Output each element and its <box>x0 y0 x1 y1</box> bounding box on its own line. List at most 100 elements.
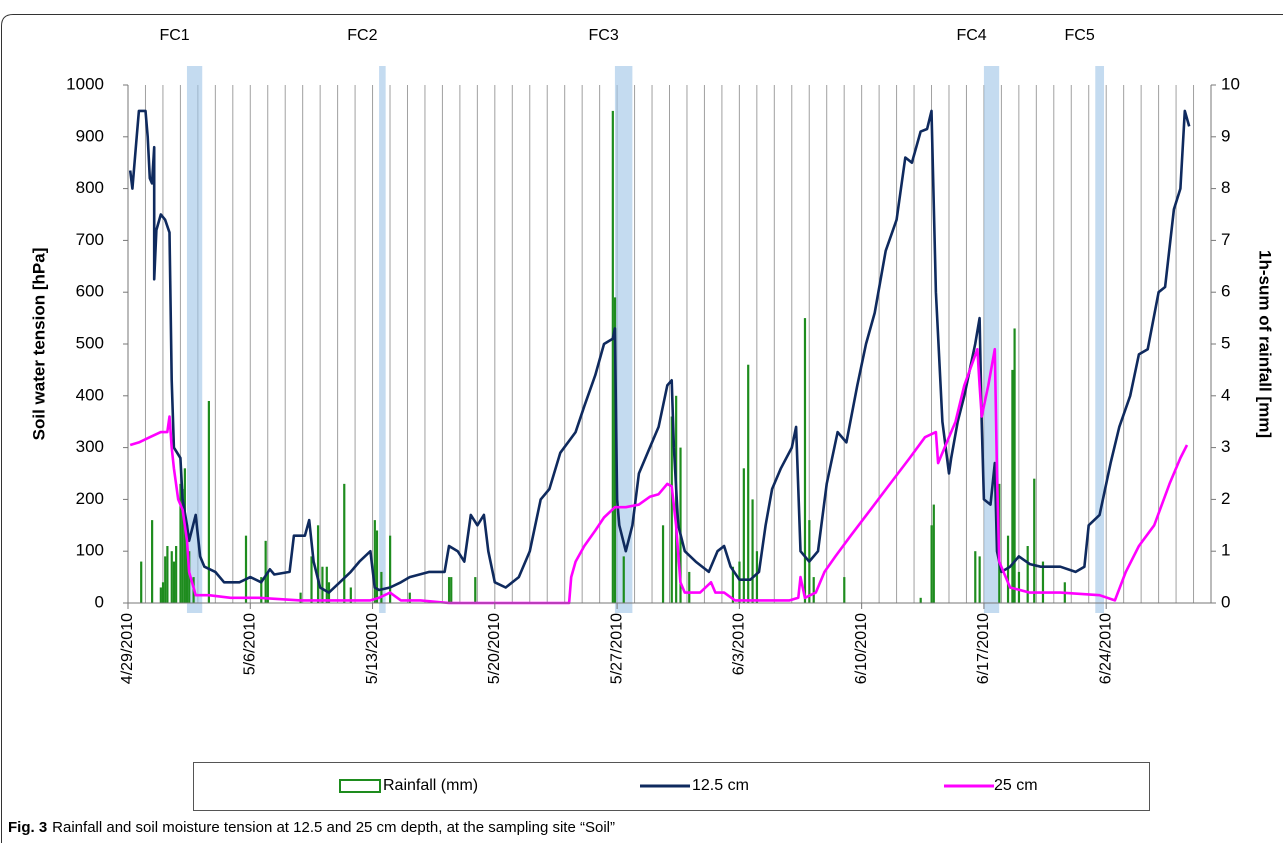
rain-bar <box>244 535 248 603</box>
y2-tick-label: 5 <box>1221 333 1230 352</box>
rain-bar <box>310 556 313 603</box>
event-label: FC3 <box>589 27 619 44</box>
y2-tick-label: 6 <box>1221 282 1230 301</box>
rain-bar <box>159 587 162 603</box>
x-tick-label: 6/17/2010 <box>975 613 992 684</box>
rain-bar <box>747 364 750 603</box>
y-tick-label: 1000 <box>66 74 104 93</box>
rain-bar <box>166 546 169 603</box>
y2-tick-label: 0 <box>1221 592 1230 611</box>
y-tick-label: 200 <box>76 489 104 508</box>
caption-label: Fig. 3 <box>8 819 47 836</box>
y2-tick-label: 2 <box>1221 489 1230 508</box>
y2-axis-title: 1h-sum of rainfall [mm] <box>1256 250 1275 438</box>
rain-bar <box>474 577 477 603</box>
rain-bar <box>812 577 815 603</box>
rain-bar <box>161 582 165 603</box>
legend-label: 12.5 cm <box>692 777 749 794</box>
y-tick-label: 300 <box>76 437 104 456</box>
rain-bar <box>349 587 352 603</box>
rain-bar <box>325 566 328 603</box>
rain-bar <box>738 561 741 603</box>
y2-tick-label: 3 <box>1221 437 1230 456</box>
legend-label: 25 cm <box>994 777 1038 794</box>
event-label: FC5 <box>1065 27 1095 44</box>
rain-bar <box>389 535 392 603</box>
rain-bar <box>930 525 933 603</box>
series-line <box>129 347 1189 605</box>
rain-bar <box>670 416 673 603</box>
y-axis-title: Soil water tension [hPa] <box>29 248 48 441</box>
event-band <box>614 66 633 613</box>
rain-bar <box>175 546 178 603</box>
rain-bar <box>170 551 173 603</box>
rain-bar <box>408 592 411 603</box>
rain-bar <box>1033 478 1036 603</box>
rain-bar <box>343 483 346 603</box>
y-tick-label: 400 <box>76 385 104 404</box>
legend-label: Rainfall (mm) <box>383 777 478 794</box>
event-band <box>186 66 203 613</box>
rain-bar <box>207 400 210 603</box>
y-tick-label: 100 <box>76 541 104 560</box>
rain-bar <box>803 318 807 603</box>
rain-bar <box>151 520 154 603</box>
x-tick-label: 5/27/2010 <box>608 613 625 684</box>
rain-bar <box>380 571 383 603</box>
y-tick-label: 800 <box>76 178 104 197</box>
rain-bar <box>1011 369 1014 603</box>
y-tick-label: 500 <box>76 333 104 352</box>
rain-bar <box>622 556 625 603</box>
rain-bar <box>181 489 184 603</box>
x-tick-label: 5/13/2010 <box>364 613 381 684</box>
y2-tick-label: 7 <box>1221 230 1230 249</box>
event-label: FC4 <box>956 27 986 44</box>
rain-bar <box>679 447 682 603</box>
rain-bar <box>661 525 665 603</box>
event-label: FC1 <box>159 27 189 44</box>
rain-bar <box>373 520 376 603</box>
x-tick-label: 4/29/2010 <box>119 613 136 684</box>
rain-bar <box>731 566 735 603</box>
rain-bar <box>932 504 935 603</box>
x-tick-label: 5/6/2010 <box>241 613 258 675</box>
event-label: FC2 <box>347 27 377 44</box>
rain-bar <box>321 566 324 603</box>
rain-bar <box>751 499 754 603</box>
rain-bar <box>450 577 453 603</box>
series-line <box>128 109 1191 594</box>
rain-bar <box>264 540 267 603</box>
x-tick-label: 6/10/2010 <box>853 613 870 684</box>
rain-bar <box>1017 571 1021 603</box>
y2-tick-label: 9 <box>1221 126 1230 145</box>
rain-bar <box>172 561 176 603</box>
rain-bar <box>613 297 617 603</box>
rain-bar <box>974 551 977 603</box>
rain-bar <box>742 468 745 603</box>
rain-bar <box>447 577 451 603</box>
rain-bar <box>755 551 759 603</box>
y-tick-label: 700 <box>76 230 104 249</box>
event-band <box>379 66 386 613</box>
rain-bar <box>260 577 263 603</box>
y-tick-label: 900 <box>76 126 104 145</box>
rain-bar <box>688 571 691 603</box>
rain-bar <box>179 483 182 603</box>
rain-bar <box>164 556 167 603</box>
caption: Fig. 3 Rainfall and soil moisture tension… <box>8 819 615 836</box>
x-tick-label: 5/20/2010 <box>486 613 503 684</box>
rain-bar <box>919 597 922 603</box>
caption-text: Rainfall and soil moisture tension at 12… <box>52 819 615 836</box>
rain-bar <box>140 561 143 603</box>
rain-bar <box>978 556 981 603</box>
rain-bar <box>266 571 269 603</box>
legend-swatch <box>339 779 381 793</box>
y2-tick-label: 8 <box>1221 178 1230 197</box>
y-tick-label: 0 <box>95 592 104 611</box>
rain-bar <box>843 577 846 603</box>
x-tick-label: 6/3/2010 <box>731 613 748 675</box>
rain-bar <box>183 468 186 603</box>
rain-bar <box>611 110 614 604</box>
rain-bar <box>1013 328 1016 603</box>
